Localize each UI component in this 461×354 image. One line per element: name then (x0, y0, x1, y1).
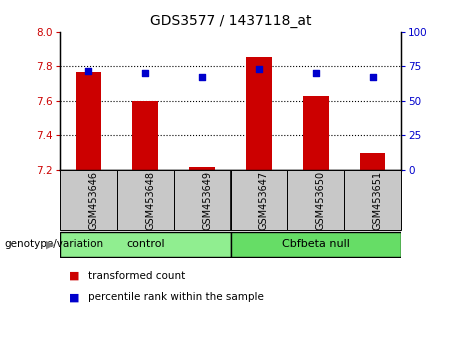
Text: control: control (126, 239, 165, 249)
Bar (303, 96, 329, 170)
Bar (132, 101, 158, 170)
Point (312, 70, 319, 76)
Text: GSM453646: GSM453646 (89, 171, 98, 229)
Text: genotype/variation: genotype/variation (5, 239, 104, 249)
Text: Cbfbeta null: Cbfbeta null (282, 239, 350, 249)
Text: ■: ■ (69, 271, 80, 281)
Bar (60, 170, 117, 230)
Bar (246, 57, 272, 170)
Bar (360, 153, 385, 170)
Text: GSM453649: GSM453649 (202, 171, 212, 229)
Bar (60, 232, 230, 257)
Point (255, 66, 263, 72)
Text: ▶: ▶ (47, 239, 55, 249)
Bar (230, 232, 401, 257)
Text: GSM453647: GSM453647 (259, 170, 269, 230)
Bar (117, 170, 174, 230)
Text: GSM453650: GSM453650 (316, 170, 326, 230)
Text: transformed count: transformed count (88, 271, 185, 281)
Bar (174, 170, 230, 230)
Point (369, 75, 376, 80)
Point (85, 68, 92, 73)
Bar (189, 167, 215, 170)
Text: GSM453651: GSM453651 (372, 170, 383, 230)
Text: ■: ■ (69, 292, 80, 302)
Bar (344, 170, 401, 230)
Bar (287, 170, 344, 230)
Point (142, 70, 149, 76)
Bar (76, 72, 101, 170)
Text: GDS3577 / 1437118_at: GDS3577 / 1437118_at (150, 14, 311, 28)
Text: GSM453648: GSM453648 (145, 171, 155, 229)
Text: percentile rank within the sample: percentile rank within the sample (88, 292, 264, 302)
Point (198, 75, 206, 80)
Bar (230, 170, 287, 230)
